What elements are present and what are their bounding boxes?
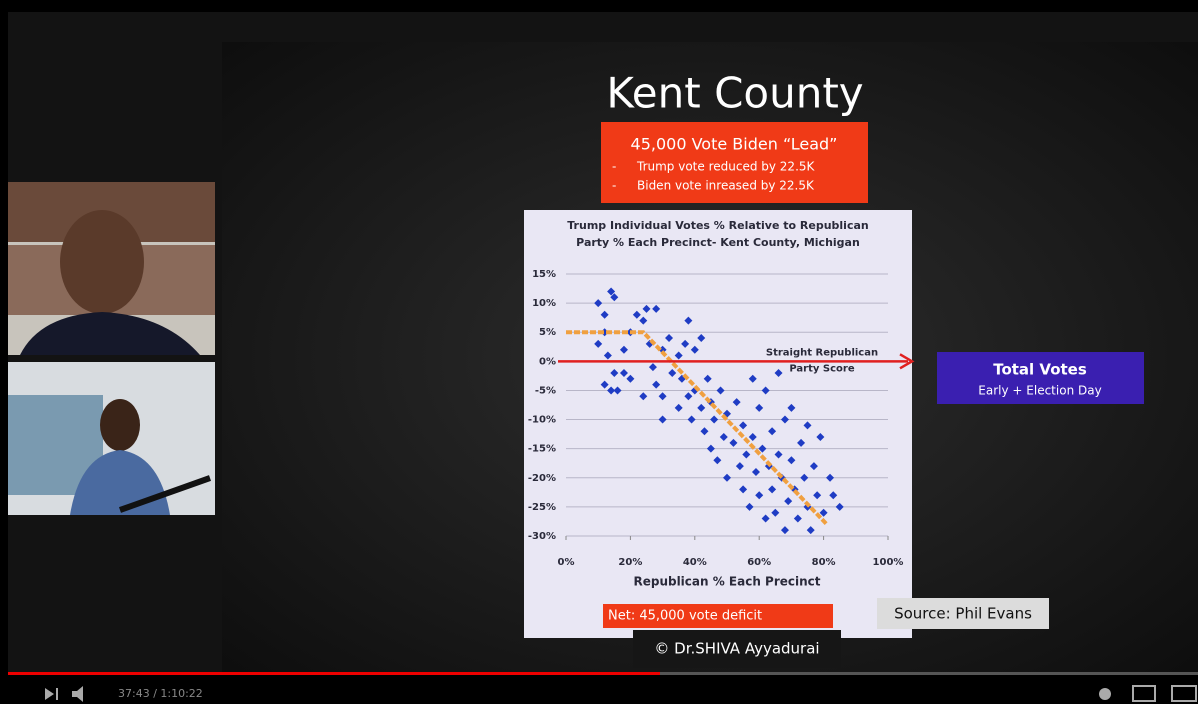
- settings-button[interactable]: [1099, 688, 1111, 700]
- callout-heading: 45,000 Vote Biden “Lead”: [631, 135, 838, 154]
- page: Kent County 45,000 Vote Biden “Lead” - T…: [0, 0, 1198, 704]
- x-tick-label: 40%: [683, 557, 707, 568]
- y-tick-label: -5%: [535, 385, 556, 396]
- y-tick-label: 0%: [539, 356, 556, 367]
- side-box-subtitle: Early + Election Day: [978, 384, 1101, 398]
- y-tick-label: -10%: [528, 415, 556, 426]
- net-text: Net: 45,000 vote deficit: [608, 609, 762, 624]
- source-text: Source: Phil Evans: [894, 605, 1032, 623]
- progress-played: [8, 672, 660, 675]
- slide-title: Kent County: [606, 69, 863, 118]
- x-tick-label: 60%: [747, 557, 771, 568]
- y-tick-label: -20%: [528, 473, 556, 484]
- bullet-dash: -: [612, 160, 616, 174]
- y-tick-label: 15%: [532, 269, 556, 280]
- time-display: 37:43 / 1:10:22: [118, 687, 203, 700]
- player: Kent County 45,000 Vote Biden “Lead” - T…: [0, 0, 1198, 704]
- bullet-dash: -: [612, 179, 616, 193]
- y-tick-label: 5%: [539, 327, 556, 338]
- x-tick-label: 100%: [873, 557, 904, 568]
- side-box-title: Total Votes: [993, 361, 1087, 379]
- y-tick-label: -25%: [528, 502, 556, 513]
- webcam-bottom: [8, 362, 215, 515]
- x-axis-label: Republican % Each Precinct: [633, 575, 820, 589]
- callout-bullet: Biden vote inreased by 22.5K: [637, 179, 815, 193]
- x-tick-label: 0%: [558, 557, 575, 568]
- credit-text: © Dr.SHIVA Ayyadurai: [654, 640, 819, 658]
- x-tick-label: 20%: [618, 557, 642, 568]
- chart-title: Party % Each Precinct- Kent County, Mich…: [576, 236, 860, 249]
- y-tick-label: -30%: [528, 531, 556, 542]
- callout-bullet: Trump vote reduced by 22.5K: [636, 160, 816, 174]
- x-tick-label: 80%: [812, 557, 836, 568]
- reference-label: Straight Republican: [766, 347, 878, 358]
- reference-label: Party Score: [789, 363, 854, 374]
- y-tick-label: 10%: [532, 298, 556, 309]
- chart-title: Trump Individual Votes % Relative to Rep…: [567, 219, 868, 232]
- y-tick-label: -15%: [528, 444, 556, 455]
- webcam-top: [8, 182, 215, 355]
